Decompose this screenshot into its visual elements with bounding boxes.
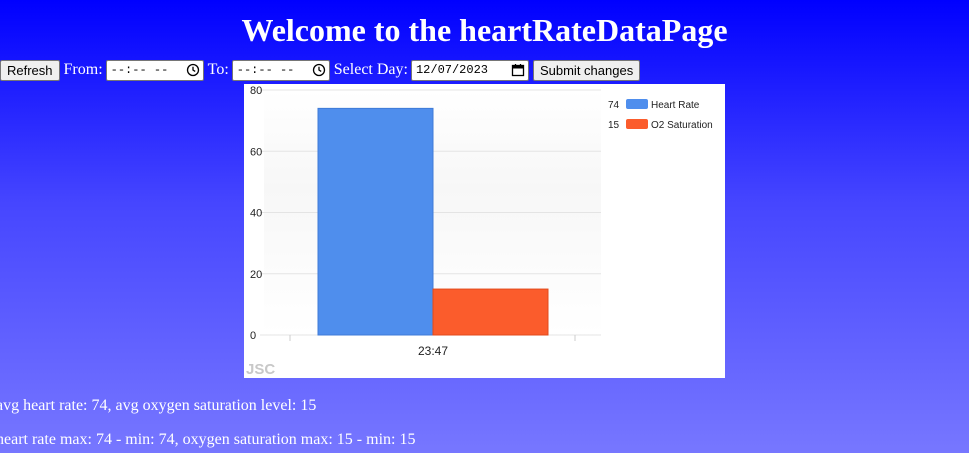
heart-rate-chart: 0 20 40 60 80 23:47 74 Heart Rate 15 O2 Saturatio… [244, 84, 725, 378]
bar-heart-rate [317, 107, 434, 336]
submit-changes-button[interactable]: Submit changes [532, 59, 641, 81]
clock-icon[interactable] [312, 63, 326, 77]
select-day-label: Select Day: [333, 61, 408, 78]
to-time-input[interactable]: --:-- -- [231, 59, 330, 81]
avg-stats-text: avg heart rate: 74, avg oxygen saturatio… [0, 397, 317, 414]
bar-o2-saturation [432, 288, 549, 336]
page-title: Welcome to the heartRateDataPage [241, 12, 728, 48]
legend-swatch [626, 99, 648, 109]
y-tick-label: 40 [250, 208, 262, 220]
refresh-button[interactable]: Refresh [0, 59, 60, 81]
day-date-value: 12/07/2023 [415, 63, 488, 77]
to-label: To: [207, 61, 229, 78]
y-tick-label: 60 [250, 146, 262, 158]
legend-value: 74 [608, 100, 620, 111]
y-tick-label: 20 [250, 269, 262, 281]
legend-label: O2 Saturation [651, 120, 713, 131]
from-time-input[interactable]: --:-- -- [105, 59, 204, 81]
legend-value: 15 [608, 120, 620, 131]
x-category-label: 23:47 [418, 344, 448, 358]
from-time-value: --:-- -- [110, 63, 169, 77]
clock-icon[interactable] [186, 63, 200, 77]
maxmin-stats-text: heart rate max: 74 - min: 74, oxygen sat… [0, 431, 416, 448]
from-label: From: [63, 61, 103, 78]
controls-bar: Refresh From: --:-- -- To: --:-- -- Sele… [0, 58, 641, 82]
y-tick-label: 80 [250, 85, 262, 97]
to-time-value: --:-- -- [236, 63, 295, 77]
calendar-icon[interactable] [511, 63, 525, 77]
chart-svg: 0 20 40 60 80 23:47 74 Heart Rate 15 O2 Saturatio… [246, 85, 713, 378]
legend-label: Heart Rate [651, 100, 700, 111]
day-date-input[interactable]: 12/07/2023 [410, 59, 529, 81]
legend-swatch [626, 119, 648, 129]
y-tick-label: 0 [250, 330, 256, 342]
jsc-logo: JSC [246, 361, 275, 378]
